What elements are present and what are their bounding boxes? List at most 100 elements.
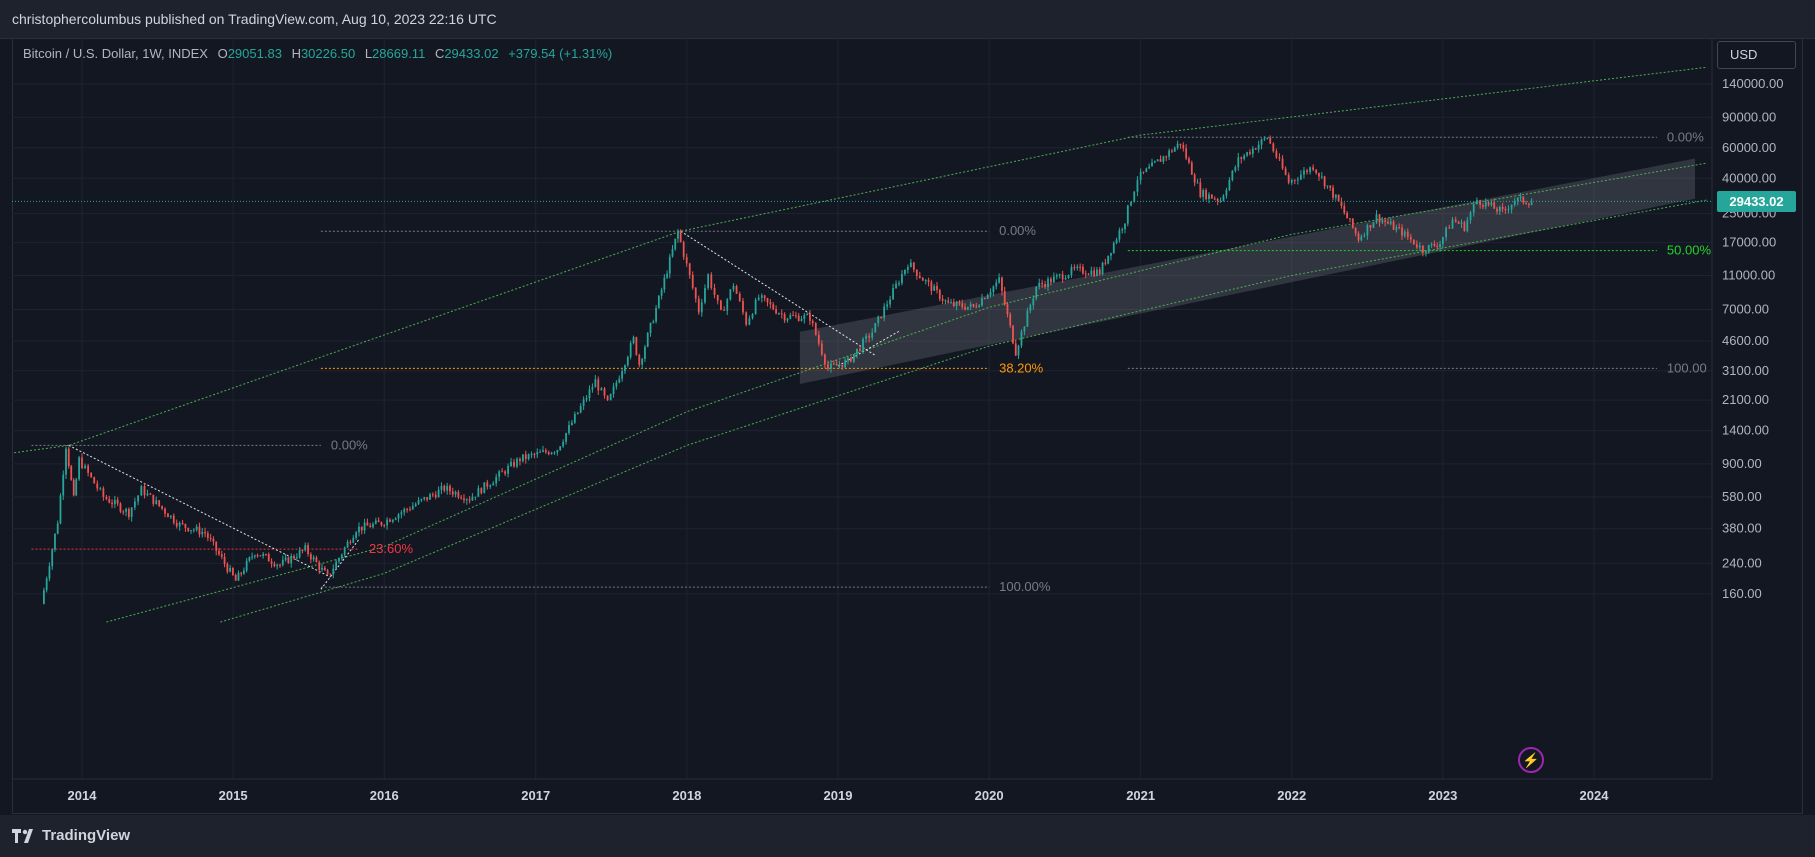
price-axis[interactable]: 140000.0090000.0060000.0040000.0025000.0… bbox=[1711, 39, 1783, 779]
candle-body bbox=[312, 557, 315, 560]
candle-body bbox=[1372, 222, 1375, 228]
candle-body bbox=[1254, 148, 1257, 150]
candle-body bbox=[394, 518, 397, 520]
candle-body bbox=[1507, 209, 1510, 211]
fib-level-label: 0.00% bbox=[1667, 129, 1704, 144]
candle-body bbox=[363, 522, 366, 531]
candle-body bbox=[1300, 174, 1302, 180]
candle-body bbox=[921, 277, 924, 281]
candle-body bbox=[1384, 220, 1387, 222]
candle-body bbox=[67, 448, 70, 467]
candle-body bbox=[495, 476, 498, 484]
candle-body bbox=[720, 300, 722, 310]
channel-band bbox=[799, 158, 1695, 384]
candle-body bbox=[133, 501, 136, 508]
candle-body bbox=[137, 495, 139, 502]
candle-body bbox=[1412, 239, 1415, 245]
candle-body bbox=[530, 454, 533, 456]
candle-body bbox=[1052, 276, 1055, 283]
candle-body bbox=[827, 364, 829, 369]
tradingview-logo[interactable]: TradingView bbox=[12, 827, 130, 844]
candle-body bbox=[1098, 269, 1101, 275]
candle-body bbox=[99, 488, 102, 490]
candle-body bbox=[75, 479, 78, 496]
chart-frame[interactable] bbox=[12, 38, 1803, 814]
candle-body bbox=[172, 515, 175, 523]
candle-body bbox=[1121, 229, 1124, 231]
candle-body bbox=[1133, 191, 1136, 202]
fib-level-label: 0.00% bbox=[331, 437, 368, 452]
candle-body bbox=[1090, 270, 1093, 275]
candle-body bbox=[646, 332, 649, 347]
candle-body bbox=[710, 274, 713, 288]
candle-body bbox=[1084, 273, 1087, 275]
candle-body bbox=[809, 313, 811, 321]
candle-body bbox=[146, 493, 149, 496]
candle-body bbox=[406, 508, 409, 510]
candle-body bbox=[1516, 197, 1519, 202]
candle-body bbox=[1231, 170, 1234, 180]
candle-body bbox=[726, 299, 729, 311]
candle-body bbox=[874, 323, 877, 333]
currency-button[interactable]: USD bbox=[1717, 41, 1796, 69]
lightning-bolt-icon[interactable]: ⚡ bbox=[1518, 747, 1544, 773]
candle-body bbox=[1101, 262, 1104, 275]
candle-body bbox=[1001, 277, 1003, 291]
candle-body bbox=[803, 315, 806, 320]
candle-body bbox=[380, 522, 383, 526]
candle-body bbox=[877, 316, 880, 324]
candle-body bbox=[1436, 245, 1439, 248]
candle-body bbox=[591, 387, 594, 390]
candle-body bbox=[1260, 139, 1263, 145]
candle-body bbox=[237, 572, 240, 581]
time-axis[interactable]: 2014 2015 2016 2017 2018 2019 2020 2021 2022 2023… bbox=[12, 778, 1712, 803]
candle-body bbox=[1460, 222, 1463, 224]
candle-body bbox=[1035, 286, 1038, 299]
candle-body bbox=[290, 555, 293, 564]
candle-body bbox=[59, 495, 62, 524]
candle-body bbox=[904, 269, 906, 274]
candle-body bbox=[72, 480, 75, 496]
candle-body bbox=[830, 363, 832, 369]
candle-body bbox=[335, 561, 338, 569]
candle-body bbox=[769, 302, 772, 305]
candle-body bbox=[420, 498, 423, 501]
time-tick-label: 2019 bbox=[824, 788, 853, 803]
candle-body bbox=[1047, 278, 1049, 287]
candle-body bbox=[1032, 298, 1035, 306]
candle-body bbox=[1430, 243, 1433, 245]
price-tick-label: 900.00 bbox=[1722, 456, 1762, 471]
candle-body bbox=[414, 504, 417, 507]
candle-body bbox=[1369, 225, 1372, 228]
candle-body bbox=[1153, 161, 1156, 163]
candle-body bbox=[697, 298, 700, 313]
candle-body bbox=[451, 491, 454, 495]
price-tick-label: 1400.00 bbox=[1722, 423, 1769, 438]
candle-body bbox=[195, 526, 198, 530]
candle-body bbox=[694, 287, 697, 299]
candle-body bbox=[961, 303, 964, 308]
candle-body bbox=[1115, 239, 1118, 243]
candle-body bbox=[70, 466, 73, 481]
candle-body bbox=[539, 451, 542, 453]
candle-body bbox=[700, 302, 703, 313]
candle-body bbox=[1272, 143, 1275, 152]
candle-body bbox=[559, 446, 562, 451]
candle-body bbox=[844, 360, 847, 368]
candle-body bbox=[1482, 204, 1484, 207]
candle-body bbox=[105, 496, 108, 500]
candle-body bbox=[930, 281, 933, 291]
candle-body bbox=[1493, 202, 1496, 209]
fib-level-label: 23.60% bbox=[369, 541, 414, 556]
candle-body bbox=[1126, 205, 1129, 224]
candle-body bbox=[360, 526, 363, 531]
candle-body bbox=[600, 388, 603, 391]
candle-body bbox=[1023, 326, 1026, 332]
candle-body bbox=[48, 566, 51, 579]
candle-body bbox=[889, 299, 891, 305]
candle-body bbox=[663, 277, 666, 290]
candle-body bbox=[582, 399, 585, 406]
candle-body bbox=[281, 559, 284, 565]
candle-body bbox=[1433, 243, 1436, 246]
